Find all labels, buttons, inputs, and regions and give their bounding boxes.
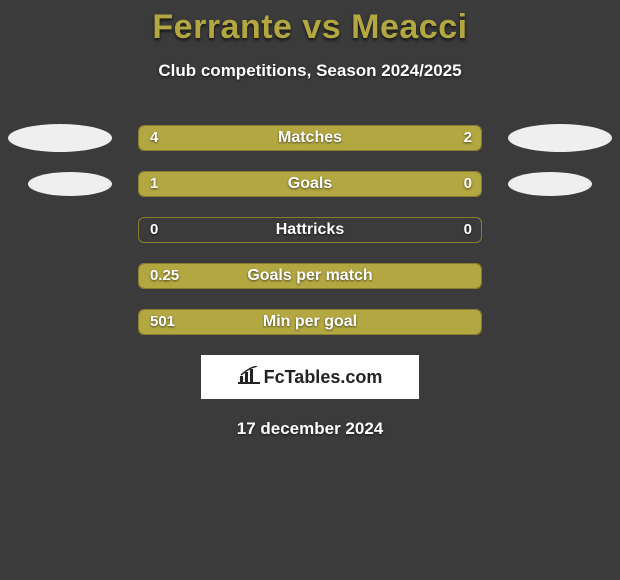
logo-text: FcTables.com: [238, 366, 383, 389]
page-subtitle: Club competitions, Season 2024/2025: [0, 61, 620, 81]
player-right-ellipse: [508, 172, 592, 196]
stat-label: Goals: [138, 171, 482, 197]
stat-label: Hattricks: [138, 217, 482, 243]
logo-badge[interactable]: FcTables.com: [201, 355, 419, 399]
date-text: 17 december 2024: [0, 419, 620, 439]
stat-row: 42Matches: [0, 125, 620, 151]
stat-row: 0.25Goals per match: [0, 263, 620, 289]
comparison-widget: Ferrante vs Meacci Club competitions, Se…: [0, 0, 620, 439]
logo-label: FcTables.com: [264, 367, 383, 388]
bar-chart-icon: [238, 366, 260, 389]
stats-list: 42Matches 10Goals 00Hattricks 0.25Goals per…: [0, 125, 620, 335]
stat-label: Min per goal: [138, 309, 482, 335]
stat-row: 00Hattricks: [0, 217, 620, 243]
player-right-ellipse: [508, 124, 612, 152]
page-title: Ferrante vs Meacci: [0, 8, 620, 47]
player-left-ellipse: [28, 172, 112, 196]
stat-label: Goals per match: [138, 263, 482, 289]
stat-row: 501Min per goal: [0, 309, 620, 335]
stat-label: Matches: [138, 125, 482, 151]
player-left-ellipse: [8, 124, 112, 152]
stat-row: 10Goals: [0, 171, 620, 197]
